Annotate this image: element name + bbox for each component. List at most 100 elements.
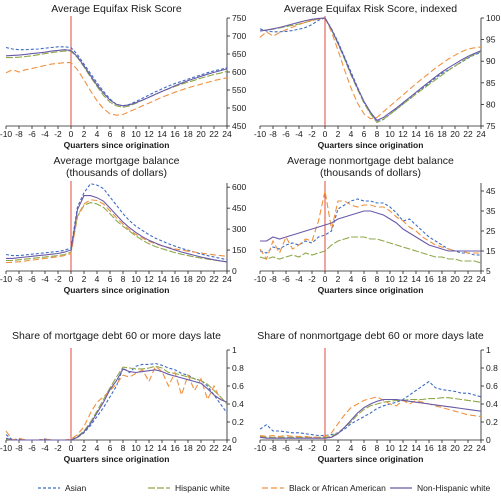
x-tick-label: 0 [323,129,328,139]
x-tick-label: 20 [196,129,206,139]
x-tick-label: 6 [108,274,113,284]
x-tick-label: -8 [269,274,277,284]
x-tick-label: 16 [424,443,434,453]
panel-title: Average mortgage balance [54,155,180,167]
x-tick-label: -2 [54,443,62,453]
x-tick-label: 18 [437,129,447,139]
series-line-black-or-african-american [5,199,228,264]
x-tick-label: 8 [121,129,126,139]
y-tick-label: 300 [232,224,246,234]
x-tick-label: 0 [69,274,74,284]
x-tick-label: -6 [28,443,36,453]
series-line-non-hispanic-white [6,195,228,263]
y-tick-label: 95 [486,35,496,45]
panel-title: Share of nonmortgage debt 60 or more day… [257,330,484,342]
x-tick-label: 16 [424,274,434,284]
y-tick-label: 5 [486,266,491,276]
x-tick-label: 0 [323,274,328,284]
x-tick-label: -2 [54,274,62,284]
series-line-hispanic-white [6,202,228,263]
x-tick-label: 4 [95,129,100,139]
y-tick-label: 25 [486,226,496,236]
series-line-hispanic-white [259,397,482,438]
x-tick-label: -6 [282,129,290,139]
x-tick-label: 16 [170,443,180,453]
series-line-non-hispanic-white [5,368,228,441]
x-tick-label: -10 [254,274,267,284]
x-tick-label: 10 [385,129,395,139]
series-line-asian [259,198,481,256]
x-tick-label: -6 [282,443,290,453]
x-tick-label: 0 [69,443,74,453]
x-tick-label: 10 [385,274,395,284]
x-tick-label: 2 [82,443,87,453]
x-axis-label: Quarters since origination [318,140,424,150]
x-axis-label: Quarters since origination [64,140,170,150]
x-tick-label: -10 [0,443,12,453]
x-tick-label: -6 [28,274,36,284]
x-tick-label: 22 [463,274,473,284]
x-tick-label: 16 [424,129,434,139]
x-tick-label: -2 [308,443,316,453]
x-tick-label: 10 [131,129,141,139]
x-tick-label: 24 [476,274,486,284]
series-line-asian [5,183,228,261]
x-tick-label: 10 [131,274,141,284]
x-tick-label: 4 [349,129,354,139]
y-tick-label: 85 [486,78,496,88]
x-axis-label: Quarters since origination [318,454,424,464]
x-tick-label: 22 [463,443,473,453]
y-tick-label: 0.2 [486,417,498,427]
x-tick-label: 12 [144,129,154,139]
legend-label: Asian [65,483,87,493]
x-tick-label: 18 [183,129,193,139]
y-tick-label: 650 [232,49,246,59]
y-tick-label: 75 [486,121,496,131]
y-tick-label: 450 [232,121,246,131]
x-tick-label: -2 [54,129,62,139]
x-tick-label: 6 [362,129,367,139]
x-tick-label: 18 [437,274,447,284]
y-tick-label: 80 [486,99,496,109]
x-tick-label: 12 [398,129,408,139]
x-tick-label: 20 [450,129,460,139]
y-tick-label: 0 [486,435,491,445]
y-tick-label: 0.4 [232,399,244,409]
x-tick-label: 24 [476,443,486,453]
panel-3: Average mortgage balance(thousands of do… [0,155,246,295]
y-tick-label: 0.6 [232,381,244,391]
x-tick-label: 12 [398,274,408,284]
x-tick-label: -10 [0,274,12,284]
y-tick-label: 600 [232,67,246,77]
panel-title: Average Equifax Risk Score, indexed [284,3,457,15]
x-tick-label: 12 [144,274,154,284]
y-tick-label: 700 [232,31,246,41]
x-tick-label: 24 [222,443,232,453]
y-tick-label: 150 [232,245,246,255]
x-tick-label: -4 [295,443,303,453]
y-tick-label: 0.8 [486,363,498,373]
x-tick-label: -10 [254,129,267,139]
series-line-black-or-african-american [259,396,482,438]
y-tick-label: 90 [486,56,496,66]
series-line-black-or-african-american [5,365,228,441]
series-line-asian [5,362,228,441]
x-tick-label: -4 [41,274,49,284]
x-tick-label: 0 [69,129,74,139]
x-tick-label: -4 [295,274,303,284]
y-tick-label: 0.8 [232,363,244,373]
x-tick-label: 20 [450,443,460,453]
panel-4: Average nonmortgage debt balance(thousan… [254,155,496,295]
series-line-asian [259,380,482,437]
y-tick-label: 0 [232,435,237,445]
x-tick-label: 4 [95,274,100,284]
y-tick-label: 0.4 [486,399,498,409]
x-tick-label: 6 [362,443,367,453]
x-tick-label: 8 [375,443,380,453]
x-tick-label: 16 [170,129,180,139]
x-tick-label: 14 [411,129,421,139]
x-tick-label: 10 [385,443,395,453]
series-line-non-hispanic-white [5,49,228,107]
x-tick-label: -2 [308,274,316,284]
